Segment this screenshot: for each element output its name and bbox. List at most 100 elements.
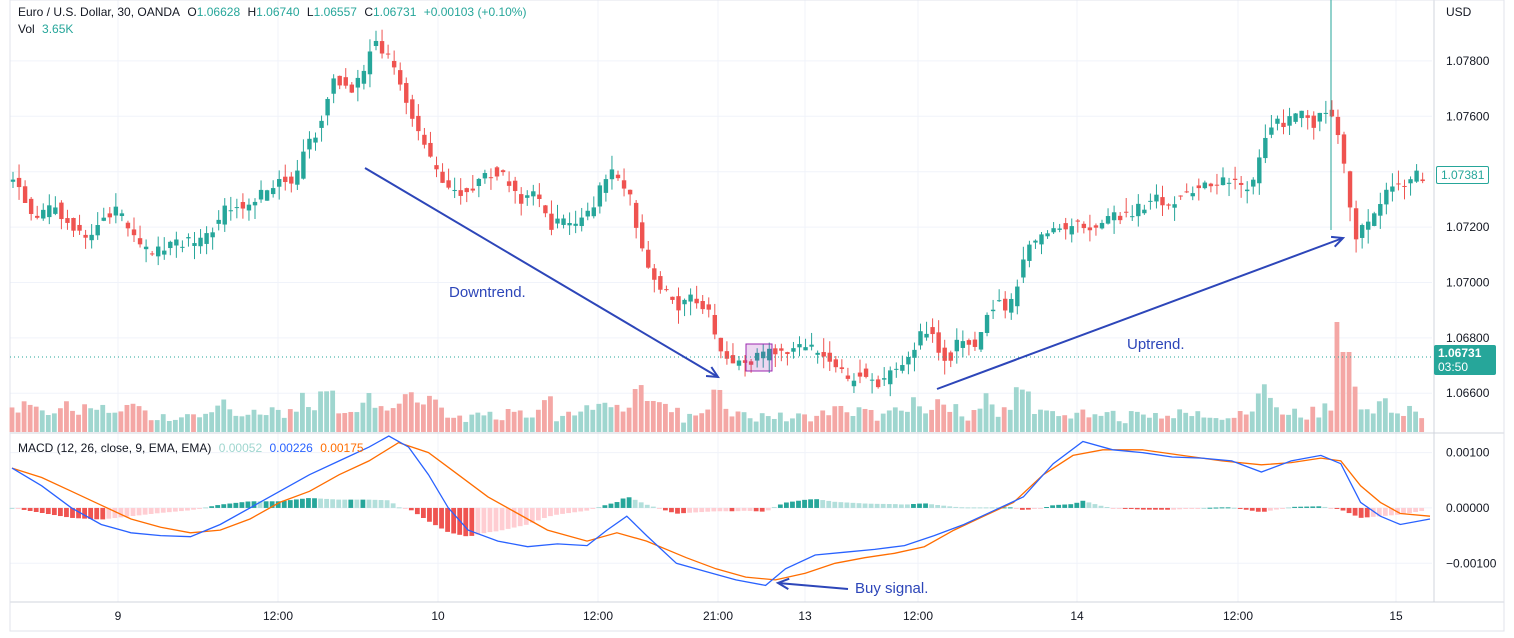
price-tick-label: 1.07000 [1446,275,1490,289]
macd-histogram-bar [663,507,668,511]
volume-bar [632,389,638,432]
macd-histogram-bar [923,503,928,508]
macd-histogram-bar [45,507,51,515]
volume-bar [342,413,348,432]
volume-bar [917,406,922,432]
candle-body [1220,177,1226,186]
macd-histogram-bar [33,507,39,512]
volume-bar [1286,414,1291,432]
candle-body [325,98,330,116]
macd-histogram-bar [941,505,947,508]
volume-bar [366,393,372,432]
volume-bar [185,414,190,432]
macd-histogram-bar [1201,507,1207,509]
macd-histogram-bar [687,507,692,513]
candle-body [791,348,796,352]
candle-body [1384,189,1389,205]
candle-body [1251,179,1256,187]
volume-bar [118,411,124,432]
volume-bar [1001,407,1007,432]
candle-body [404,83,409,103]
volume-bar [644,401,650,432]
volume-bar [209,412,215,432]
macd-histogram-bar [1352,507,1358,516]
volume-bar [548,396,553,432]
candle-body [252,201,258,206]
macd-histogram-bar [306,498,311,508]
candle-body [966,340,972,345]
candle-body [1057,228,1062,230]
candle-body [754,352,760,361]
candle-body [222,205,227,225]
macd-histogram-bar [953,506,959,508]
macd-histogram-bar [360,499,366,508]
volume-bar [390,408,396,432]
candle-body [918,331,923,346]
volume-bar [45,415,51,432]
candle-body [633,202,639,228]
macd-histogram-bar [1231,507,1237,509]
volume-bar [293,411,299,432]
macd-histogram-bar [699,507,705,513]
candle-body [561,218,566,225]
macd-histogram-bar [94,507,100,520]
volume-bar [51,413,57,432]
macd-histogram-bar [39,507,45,513]
macd-histogram-bar [995,507,1001,509]
volume-bar [560,415,565,432]
volume-bar [1310,406,1316,432]
candle-body [1154,194,1159,202]
volume-bar [1110,410,1116,432]
macd-histogram-bar [1189,507,1195,509]
candle-body [10,179,16,182]
volume-bar [396,403,402,432]
candle-body [355,77,361,88]
candle-body [482,173,488,179]
candle-body [1081,223,1087,229]
volume-bar [681,422,686,432]
candle-body [827,352,832,362]
macd-histogram-bar [1128,507,1134,509]
candle-body [458,190,463,196]
candle-body [869,379,875,381]
macd-histogram-bar [227,503,233,508]
macd-histogram-bar [269,501,275,508]
macd-histogram-bar [160,507,166,513]
volume-bar [535,409,541,432]
volume-bar [650,400,656,432]
macd-histogram-bar [1298,506,1304,508]
volume-bar [1092,414,1098,432]
volume-bar [1346,352,1352,432]
volume-bar [421,404,426,432]
candle-body [452,189,457,192]
time-tick-label: 13 [798,609,812,623]
macd-histogram-bar [850,502,856,508]
candle-body [1105,216,1111,224]
volume-bar [832,406,838,432]
macd-histogram-bar [989,507,995,509]
macd-histogram-bar [136,507,142,516]
time-tick-label: 14 [1070,609,1084,623]
candle-body [385,53,391,55]
macd-histogram-bar [820,500,826,508]
macd-histogram-bar [596,507,602,509]
current-price-tag: 1.06731 03:50 [1434,345,1496,375]
candle-body [1214,184,1220,186]
candle-body [1396,183,1401,185]
candle-body [525,195,530,198]
change-value: +0.00103 (+0.10%) [423,5,527,19]
candle-body [1311,115,1316,128]
time-tick-label: 12:00 [583,609,613,623]
volume-bar [862,408,868,432]
macd-histogram-bar [548,507,553,517]
macd-histogram-bar [892,504,898,508]
volume-bar [88,408,94,432]
candle-body [724,351,730,359]
macd-histogram-bar [1382,507,1388,516]
candle-body [1317,112,1322,122]
macd-histogram-bar [705,507,711,512]
volume-bar [203,413,208,432]
time-tick-label: 12:00 [263,609,293,623]
